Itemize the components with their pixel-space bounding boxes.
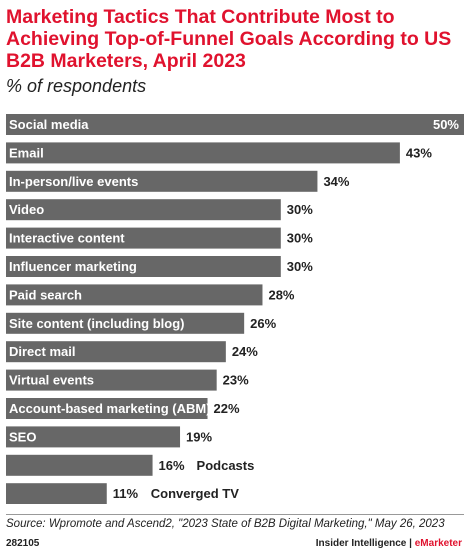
company-name: Insider Intelligence	[315, 538, 407, 549]
bar	[6, 199, 281, 221]
value-label: 34%	[323, 174, 349, 189]
category-label: Site content (including blog)	[9, 316, 184, 331]
category-label: SEO	[9, 429, 36, 444]
bar	[6, 142, 400, 164]
category-label: Influencer marketing	[9, 259, 137, 274]
chart-subtitle: % of respondents	[6, 76, 147, 96]
category-label: In-person/live events	[9, 174, 138, 189]
bar	[6, 454, 153, 476]
category-label: Podcasts	[197, 458, 255, 473]
category-label: Direct mail	[9, 344, 75, 359]
footer-separator: |	[406, 538, 415, 549]
category-label: Social media	[9, 117, 89, 132]
bar-chart: 50% Social media 43% Email 34% In-person/live…	[6, 114, 464, 504]
value-label: 30%	[287, 202, 313, 217]
chart-title: Marketing Tactics That Contribute Most t…	[6, 6, 452, 72]
footer-credit: Insider Intelligence | eMarketer	[316, 538, 462, 549]
bar	[6, 256, 281, 277]
bar	[6, 170, 318, 192]
value-label: 28%	[268, 287, 294, 302]
value-label: 16%	[159, 458, 185, 473]
bar	[6, 426, 181, 448]
value-label: 30%	[287, 259, 313, 274]
brand-name: eMarketer	[414, 538, 462, 549]
bar	[6, 312, 245, 334]
category-label: Email	[9, 145, 44, 160]
bar	[6, 369, 217, 391]
value-label: 50%	[433, 117, 459, 132]
chart-id: 282105	[6, 538, 40, 549]
value-label: 43%	[406, 145, 432, 160]
value-label: 11%	[113, 486, 139, 501]
bar	[6, 284, 263, 306]
category-label: Interactive content	[9, 231, 125, 246]
value-label: 26%	[250, 316, 276, 331]
value-label: 23%	[223, 373, 249, 388]
category-label: Paid search	[9, 287, 82, 302]
value-label: 19%	[186, 429, 212, 444]
value-label: 24%	[232, 344, 258, 359]
bar	[6, 114, 464, 135]
category-label: Virtual events	[9, 373, 94, 388]
category-label: Video	[9, 202, 44, 217]
source-note: Source: Wpromote and Ascend2, "2023 Stat…	[6, 518, 445, 530]
source-divider	[6, 514, 464, 515]
bar	[6, 398, 208, 419]
category-label: Account-based marketing (ABM)	[9, 401, 211, 416]
bar	[6, 483, 107, 504]
category-label: Converged TV	[151, 486, 239, 501]
bar	[6, 341, 226, 363]
value-label: 22%	[214, 401, 240, 416]
value-label: 30%	[287, 231, 313, 246]
bar	[6, 227, 281, 249]
